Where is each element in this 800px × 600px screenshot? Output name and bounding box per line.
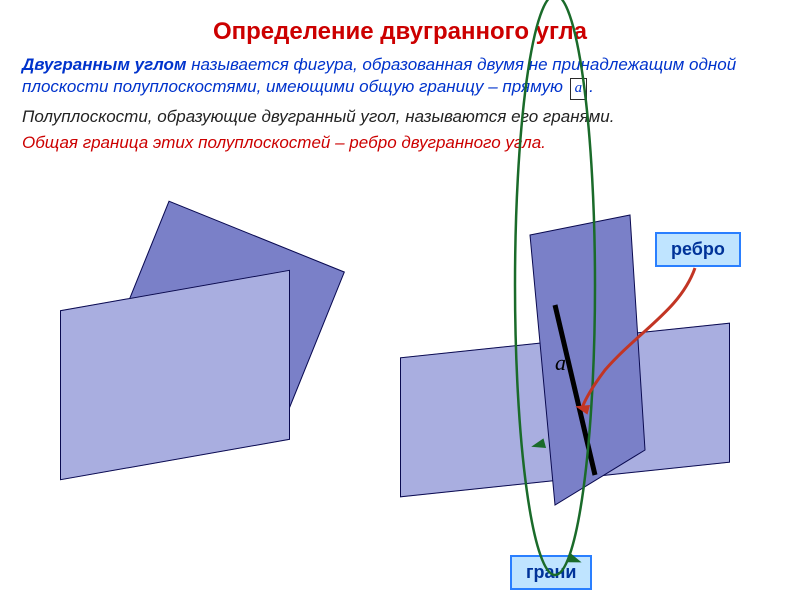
definition-paragraph: Двугранным углом называется фигура, обра… bbox=[0, 54, 800, 100]
right-plane-vertical bbox=[0, 210, 800, 590]
edge-label-a: a bbox=[555, 350, 566, 376]
faces-paragraph: Полуплоскости, образующие двугранный уго… bbox=[0, 106, 800, 128]
definition-period: . bbox=[589, 77, 594, 96]
page-title: Определение двугранного угла bbox=[0, 0, 800, 54]
label-face: грани bbox=[510, 555, 592, 590]
formula-a: a bbox=[570, 78, 588, 100]
diagram-area: a bbox=[0, 210, 800, 590]
edge-paragraph: Общая граница этих полуплоскостей – ребр… bbox=[0, 132, 800, 154]
label-edge: ребро bbox=[655, 232, 741, 267]
definition-lead: Двугранным углом bbox=[22, 55, 186, 74]
